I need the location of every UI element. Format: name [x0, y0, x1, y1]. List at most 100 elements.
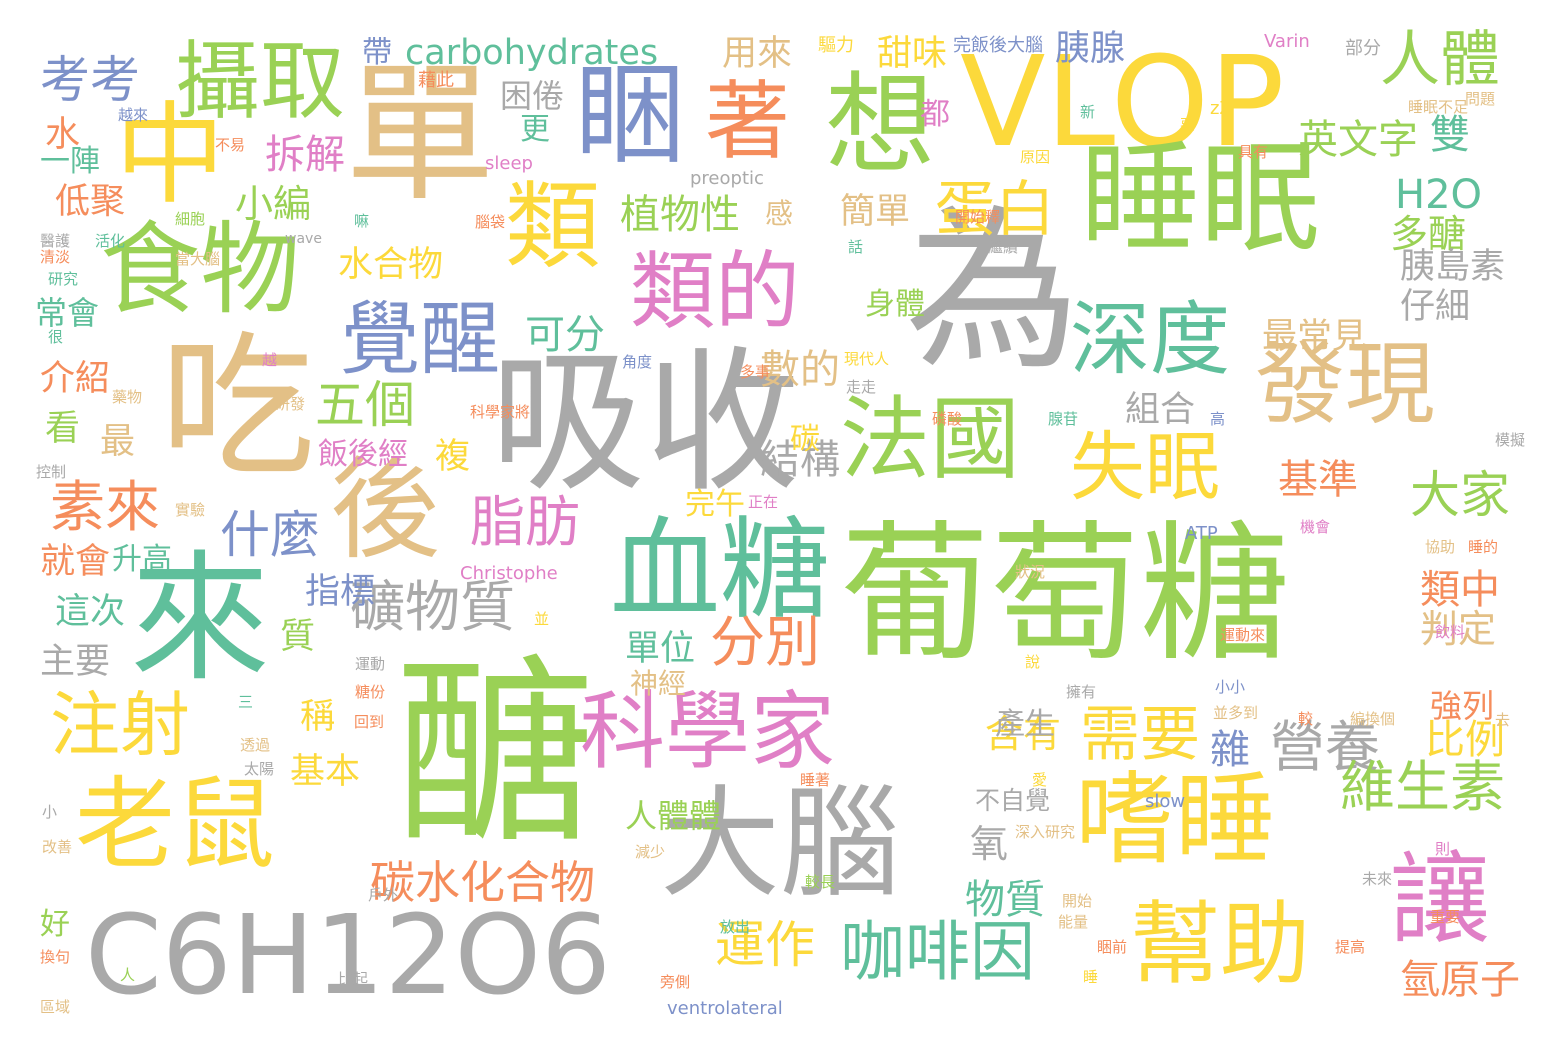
word-cloud-word: 來	[130, 538, 271, 701]
word-cloud-word: 甜味	[877, 34, 948, 74]
word-cloud-word: 擁有	[1066, 683, 1097, 701]
word-cloud-word: 人體	[1380, 25, 1500, 95]
word-cloud-word: 水	[45, 115, 81, 155]
word-cloud-word: 睏前	[1097, 938, 1128, 956]
word-cloud-word: 仔細	[1400, 287, 1471, 327]
word-cloud-word: 運作	[715, 916, 815, 974]
word-cloud-word: 更	[520, 112, 550, 147]
word-cloud-word: 考考	[40, 51, 140, 109]
word-cloud-word: 三	[238, 693, 254, 711]
word-cloud-word: 區域	[40, 998, 71, 1016]
word-cloud-word: 走走	[846, 378, 877, 396]
word-cloud-word: 覺醒	[340, 293, 500, 386]
word-cloud-word: 飲料	[1435, 623, 1466, 641]
word-cloud-word: 雜	[1210, 727, 1250, 773]
word-cloud-word: 睡眠	[1080, 130, 1320, 269]
word-cloud-word: 主要	[40, 642, 111, 682]
word-cloud-word: 協助	[1425, 538, 1456, 556]
word-cloud-word: 氧	[970, 822, 1009, 866]
word-cloud-word: 帶	[362, 35, 392, 70]
word-cloud-word: 嘛	[354, 212, 370, 230]
word-cloud-word: 失眠	[1070, 423, 1221, 511]
word-cloud-word: 嗜睡	[1075, 761, 1275, 878]
word-cloud-word: 注射	[50, 684, 190, 766]
word-cloud-word: 需要	[1080, 700, 1200, 770]
word-cloud-word: ATP	[1185, 523, 1218, 544]
word-cloud-word: 運動來	[1220, 626, 1266, 644]
word-cloud-word: 編換個	[1350, 710, 1396, 728]
word-cloud-word: 礦物質	[350, 575, 516, 639]
word-cloud-word: 細胞	[175, 210, 206, 228]
word-cloud-word: 困倦	[500, 77, 565, 115]
word-cloud-word: 惡	[1180, 116, 1196, 134]
word-cloud-word: 類的	[630, 243, 801, 342]
word-cloud-word: 質	[280, 617, 316, 657]
word-cloud-word: 水合物	[338, 245, 444, 285]
word-cloud-word: 透過	[240, 736, 271, 754]
word-cloud-word: 介紹	[40, 359, 111, 399]
word-cloud-word: 小編	[235, 182, 312, 226]
word-cloud-word: 比起	[338, 970, 369, 988]
word-cloud-word: 法國	[840, 387, 1020, 492]
word-cloud-word: ventrolateral	[667, 998, 783, 1019]
word-cloud-word: 具有	[1238, 143, 1269, 161]
word-cloud-word: 清淡	[40, 248, 71, 266]
word-cloud-word: 睡著	[800, 771, 831, 789]
word-cloud-word: 攝取	[175, 33, 346, 132]
word-cloud-word: 組合	[1125, 390, 1196, 430]
word-cloud-word: 開始釋	[955, 208, 1001, 226]
word-cloud-word: 越	[262, 351, 278, 369]
word-cloud-word: 很	[48, 328, 64, 346]
word-cloud-word: 單	[345, 48, 496, 222]
word-cloud-word: 血糖	[610, 506, 830, 634]
word-cloud-word: 植物性	[620, 192, 740, 238]
word-cloud-word: 後	[330, 446, 440, 574]
word-cloud-word: 類中	[1420, 567, 1500, 613]
word-cloud-word: 驅力	[818, 35, 854, 56]
word-cloud-word: 活化	[95, 232, 126, 250]
word-cloud-word: 含有	[985, 712, 1062, 756]
word-cloud-word: 維生素	[1340, 755, 1506, 819]
word-cloud-word: 深入研究	[1015, 823, 1076, 841]
word-cloud-word: VLOP	[960, 30, 1285, 175]
word-cloud-word: 睡的	[1468, 538, 1499, 556]
word-cloud-word: 未來	[1362, 870, 1393, 888]
word-cloud-word: 都	[920, 97, 950, 132]
word-cloud-word: 胰腺	[1055, 29, 1126, 69]
word-cloud-word: 大家	[1410, 466, 1510, 524]
word-cloud-word: 老鼠	[75, 766, 275, 883]
word-cloud-word: 複	[435, 437, 471, 477]
word-cloud-word: 繼續	[988, 238, 1019, 256]
word-cloud-word: 睏	[575, 51, 685, 179]
word-cloud-word: 物質	[965, 877, 1045, 923]
word-cloud-word: 數的	[760, 347, 840, 393]
word-cloud-word: 藥物	[112, 388, 143, 406]
word-cloud-word: 研發	[275, 395, 306, 413]
word-cloud-word: 模擬	[1495, 431, 1526, 449]
word-cloud-word: 就會	[40, 542, 111, 582]
word-cloud-word: 越來	[118, 106, 149, 124]
word-cloud-word: 飯後經	[318, 437, 408, 472]
word-cloud-word: 糖份	[355, 683, 386, 701]
word-cloud-word: 營養	[1270, 715, 1381, 779]
word-cloud-word: 能量	[1058, 913, 1089, 931]
word-cloud-word: 分別	[710, 610, 821, 674]
word-cloud-word: 研究	[48, 270, 79, 288]
word-cloud-word: 稱	[300, 697, 336, 737]
word-cloud-word: 機會	[1300, 518, 1331, 536]
word-cloud-word: 拆解	[265, 132, 345, 178]
word-cloud-word: H2O	[1395, 172, 1483, 218]
word-cloud-word: 小小	[1215, 678, 1246, 696]
word-cloud-word: 運動	[355, 655, 386, 673]
word-cloud-word: 現代人	[844, 350, 890, 368]
word-cloud-word: 葡萄糖	[840, 508, 1291, 682]
word-cloud-word: 指標	[305, 572, 376, 612]
word-cloud-word: 素來	[50, 475, 161, 539]
word-cloud-word: 想	[825, 61, 935, 189]
word-cloud-word: slow	[1145, 791, 1186, 812]
word-cloud-word: 藉此	[418, 70, 454, 91]
word-cloud-word: 蛋白	[935, 175, 1055, 245]
word-cloud-word: 提高	[1335, 938, 1366, 956]
word-cloud-word: 感	[765, 197, 794, 230]
